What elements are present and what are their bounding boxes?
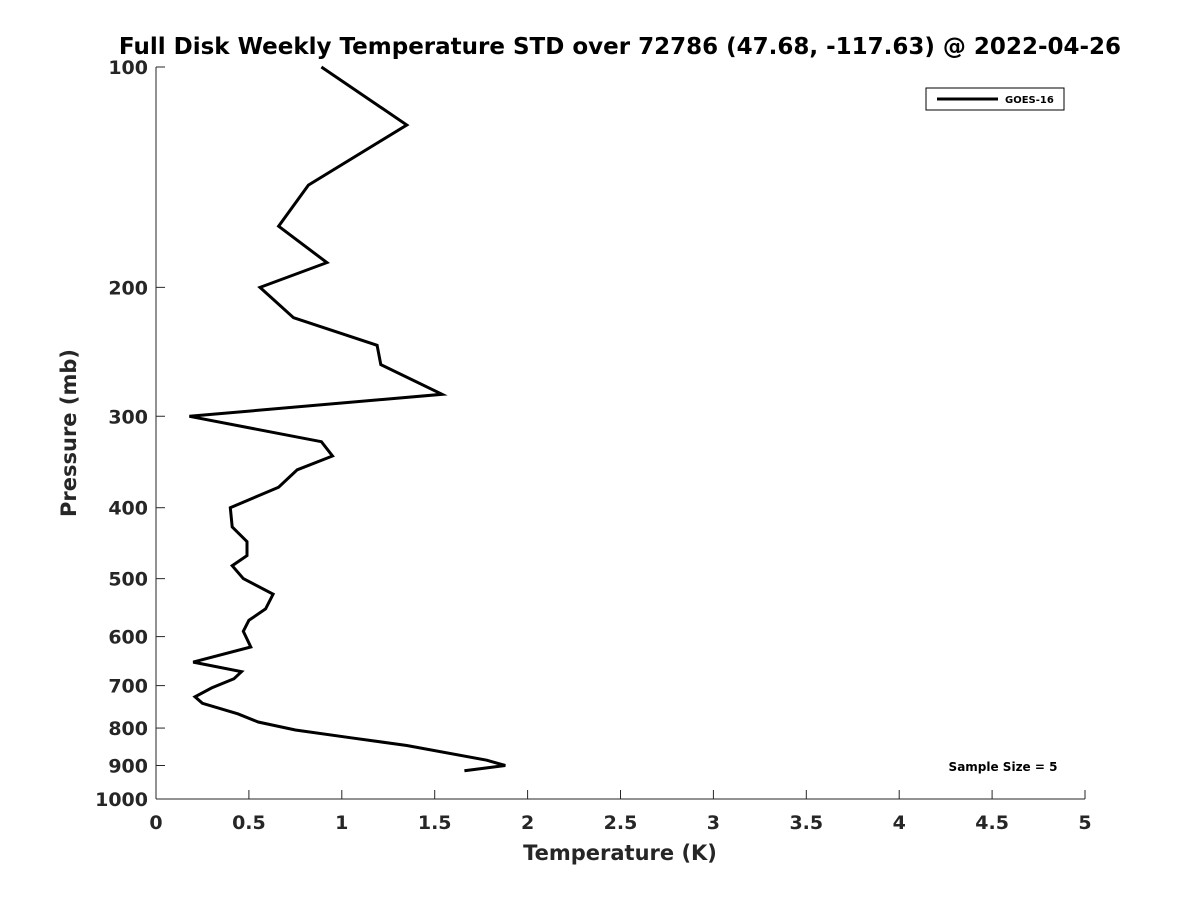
y-tick-label: 400 bbox=[108, 498, 148, 520]
y-tick-label: 700 bbox=[108, 676, 148, 698]
x-tick-label: 3.5 bbox=[789, 812, 823, 834]
plot-area bbox=[156, 67, 1085, 799]
y-tick-label: 300 bbox=[108, 406, 148, 428]
series-line-goes16 bbox=[189, 65, 506, 773]
x-tick-label: 2.5 bbox=[604, 812, 638, 834]
axes: 0 0.5 1 1.5 2 2.5 3 3.5 4 4.5 5 100 200 300 400 500 600 7… bbox=[95, 57, 1092, 834]
x-tick-label: 2 bbox=[521, 812, 534, 834]
x-tick-label: 4.5 bbox=[975, 812, 1009, 834]
x-tick-label: 0 bbox=[149, 812, 162, 834]
y-tick-label: 800 bbox=[108, 718, 148, 740]
x-tick-label: 1 bbox=[335, 812, 348, 834]
x-axis-label: Temperature (K) bbox=[523, 841, 717, 865]
x-tick-label: 3 bbox=[707, 812, 720, 834]
series-group bbox=[189, 65, 506, 773]
y-tick-label: 100 bbox=[108, 57, 148, 79]
x-tick-label: 0.5 bbox=[232, 812, 266, 834]
x-tick-label: 4 bbox=[893, 812, 906, 834]
sample-size-annotation: Sample Size = 5 bbox=[949, 760, 1058, 774]
x-tick-label: 1.5 bbox=[418, 812, 452, 834]
chart-title: Full Disk Weekly Temperature STD over 72… bbox=[119, 34, 1121, 60]
y-axis-label: Pressure (mb) bbox=[57, 349, 81, 517]
legend: GOES-16 bbox=[925, 87, 1065, 111]
y-tick-label: 900 bbox=[108, 756, 148, 778]
y-tick-label: 600 bbox=[108, 627, 148, 649]
y-tick-label: 500 bbox=[108, 569, 148, 591]
x-tick-label: 5 bbox=[1078, 812, 1091, 834]
y-tick-label: 1000 bbox=[95, 789, 148, 811]
y-tick-label: 200 bbox=[108, 277, 148, 299]
legend-label-goes16: GOES-16 bbox=[1005, 95, 1054, 106]
